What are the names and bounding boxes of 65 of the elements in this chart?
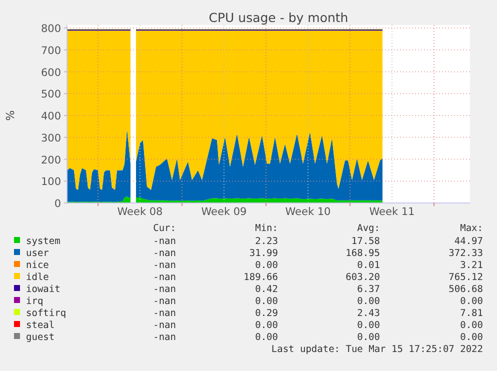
y-tick-label: 700 [40, 44, 61, 57]
text: 2.23 [255, 236, 278, 247]
text: 0.00 [255, 332, 278, 343]
legend-label: steal [26, 320, 55, 331]
text: 0.00 [255, 320, 278, 331]
text: 0.00 [255, 260, 278, 271]
text: 168.95 [346, 248, 380, 259]
y-tick-label: 100 [40, 176, 61, 188]
text: -nan [153, 332, 176, 343]
text: 0.00 [255, 296, 278, 307]
text: 3.21 [460, 260, 484, 271]
text: 372.33 [448, 248, 483, 259]
y-axis-title: % [4, 110, 17, 121]
x-tick-label: Week 11 [369, 206, 415, 218]
legend-label: softirq [26, 308, 66, 319]
y-tick-label: 200 [40, 154, 61, 166]
text: -nan [153, 308, 176, 319]
y-tick-label: 500 [40, 88, 61, 101]
text: Cur: [153, 223, 176, 234]
x-tick-label: Week 10 [285, 206, 331, 218]
legend-label: guest [26, 332, 55, 343]
legend-label: iowait [26, 284, 60, 295]
text: 0.00 [357, 332, 380, 343]
text: 0.00 [460, 320, 484, 331]
text: 17.58 [351, 236, 380, 247]
text: 2.43 [357, 308, 380, 319]
legend-label: nice [26, 260, 50, 271]
text: 0.29 [255, 308, 278, 319]
text: Min: [255, 223, 278, 234]
text: 189.66 [244, 272, 278, 283]
text: 0.01 [357, 260, 380, 271]
text: -nan [153, 320, 176, 331]
text: Max: [460, 223, 483, 234]
x-tick-label: Week 09 [201, 206, 247, 218]
legend-label: system [26, 236, 61, 247]
x-tick-label: Week 08 [117, 206, 163, 218]
text: 0.00 [460, 332, 484, 343]
y-tick-label: 800 [40, 23, 61, 35]
legend-label: idle [26, 272, 50, 283]
text: 603.20 [346, 272, 380, 283]
legend-label: irq [26, 296, 44, 307]
text: 765.12 [448, 272, 483, 283]
text: 31.99 [249, 248, 278, 259]
y-tick-label: 0 [54, 198, 61, 210]
y-tick-label: 600 [40, 66, 61, 79]
text: 7.81 [460, 308, 484, 319]
text: 0.00 [357, 320, 380, 331]
text: Avg: [357, 223, 380, 234]
text: 6.37 [357, 284, 380, 295]
text: 0.42 [255, 284, 278, 295]
text: Last update: Tue Mar 15 17:25:07 2022 [271, 344, 483, 355]
text: -nan [153, 260, 176, 271]
chart-title: CPU usage - by month [208, 10, 348, 25]
text: -nan [153, 272, 176, 283]
text: -nan [153, 296, 176, 307]
y-tick-label: 400 [40, 110, 61, 122]
legend-label: user [26, 248, 50, 259]
text: 506.68 [448, 284, 484, 295]
y-tick-label: 300 [40, 132, 61, 144]
text: -nan [153, 284, 176, 295]
text: 44.97 [454, 236, 483, 247]
text: 0.00 [460, 296, 484, 307]
text: -nan [153, 236, 176, 247]
text: 0.00 [357, 296, 380, 307]
text: -nan [153, 248, 176, 259]
